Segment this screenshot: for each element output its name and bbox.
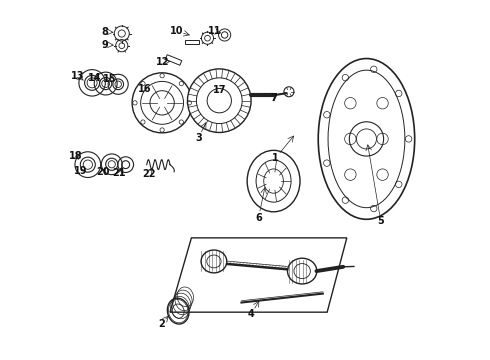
Text: 8: 8 [101, 27, 108, 37]
Text: 20: 20 [97, 167, 110, 177]
Circle shape [188, 69, 251, 132]
Text: 2: 2 [158, 319, 165, 329]
Text: 11: 11 [208, 26, 222, 36]
Ellipse shape [318, 59, 415, 219]
Polygon shape [165, 55, 182, 65]
Text: 15: 15 [102, 74, 116, 84]
Text: 22: 22 [142, 168, 155, 179]
Bar [185, 40, 199, 44]
Text: 17: 17 [213, 85, 226, 95]
Text: 4: 4 [248, 309, 255, 319]
Text: 7: 7 [270, 93, 277, 103]
Ellipse shape [247, 150, 300, 212]
Text: 18: 18 [69, 152, 82, 161]
Text: 6: 6 [255, 212, 262, 222]
Text: 12: 12 [156, 57, 170, 67]
Text: 3: 3 [195, 133, 202, 143]
Circle shape [132, 73, 192, 133]
Text: 10: 10 [171, 26, 184, 36]
Text: 5: 5 [377, 216, 384, 226]
Text: 19: 19 [74, 166, 87, 176]
Text: 16: 16 [138, 84, 151, 94]
Text: 14: 14 [88, 73, 101, 83]
Text: 1: 1 [272, 153, 279, 163]
Text: 21: 21 [113, 168, 126, 178]
Text: 13: 13 [71, 71, 85, 81]
Polygon shape [170, 238, 347, 312]
Text: 9: 9 [101, 40, 108, 50]
